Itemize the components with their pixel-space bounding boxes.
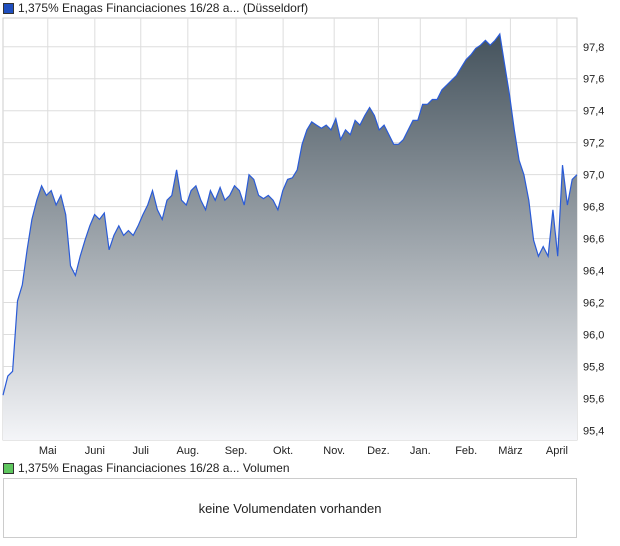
y-tick-label: 96,4 [583,266,604,278]
price-legend-label: 1,375% Enagas Financiaciones 16/28 a... … [18,1,309,15]
y-tick-label: 97,0 [583,170,604,182]
x-tick-label: Nov. [323,445,345,457]
volume-panel: keine Volumendaten vorhanden [3,478,577,538]
x-tick-label: Feb. [455,445,477,457]
y-tick-label: 95,8 [583,361,604,373]
price-line [2,32,578,396]
y-tick-label: 97,8 [583,42,604,54]
x-tick-label: März [498,445,522,457]
y-tick-label: 96,0 [583,330,604,342]
price-legend: 1,375% Enagas Financiaciones 16/28 a... … [3,1,308,15]
y-tick-label: 97,6 [583,74,604,86]
volume-legend: 1,375% Enagas Financiaciones 16/28 a... … [3,461,290,475]
y-tick-label: 96,2 [583,298,604,310]
y-tick-label: 97,4 [583,106,604,118]
x-tick-label: Okt. [273,445,293,457]
x-tick-label: April [546,445,568,457]
volume-empty-message: keine Volumendaten vorhanden [198,500,382,516]
volume-swatch-icon [3,462,14,474]
volume-legend-label: 1,375% Enagas Financiaciones 16/28 a... … [18,461,290,475]
x-tick-label: Dez. [367,445,390,457]
x-tick-label: Aug. [177,445,200,457]
price-area [3,34,577,440]
y-tick-label: 96,6 [583,234,604,246]
price-chart: 95,4 95,6 95,8 96,0 96,2 96,4 96,6 96,8 97,0 97,2… [2,17,604,457]
x-tick-label: Juli [133,445,150,457]
price-swatch-icon [3,2,14,14]
x-tick-label: Sep. [225,445,248,457]
y-tick-label: 95,4 [583,425,604,437]
x-tick-label: Jan. [410,445,431,457]
y-tick-label: 95,6 [583,393,604,405]
x-tick-label: Juni [85,445,105,457]
y-tick-label: 96,8 [583,202,604,214]
y-tick-label: 97,2 [583,138,604,150]
x-tick-label: Mai [39,445,57,457]
